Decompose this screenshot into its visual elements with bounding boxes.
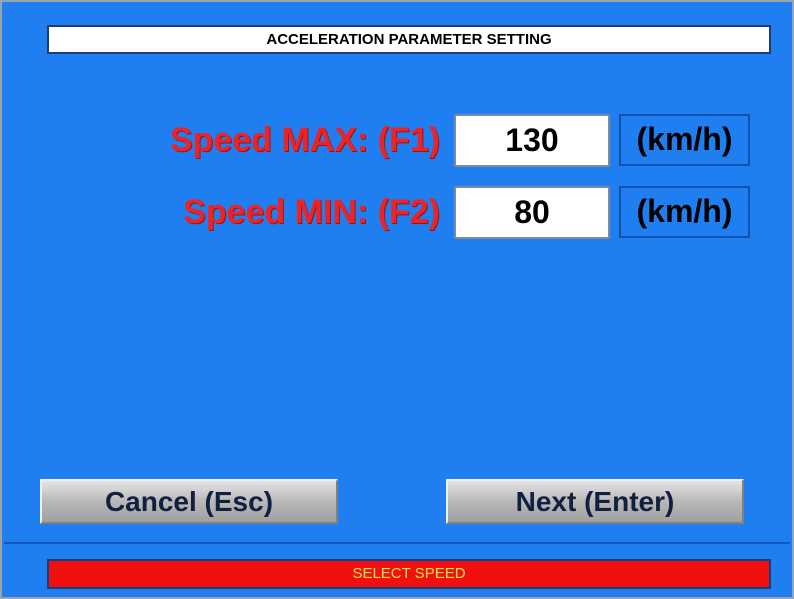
- field-input[interactable]: 80: [454, 186, 610, 239]
- cancel-button[interactable]: Cancel (Esc): [40, 479, 338, 524]
- field-label: Speed MIN: (F2): [183, 193, 440, 231]
- status-bar: SELECT SPEED: [47, 559, 771, 589]
- field-unit: (km/h): [619, 186, 750, 238]
- separator: [4, 542, 790, 544]
- next-button[interactable]: Next (Enter): [446, 479, 744, 524]
- field-unit: (km/h): [619, 114, 750, 166]
- field-label: Speed MAX: (F1): [169, 121, 440, 159]
- field-input[interactable]: 130: [454, 114, 610, 167]
- title-bar: ACCELERATION PARAMETER SETTING: [47, 25, 771, 54]
